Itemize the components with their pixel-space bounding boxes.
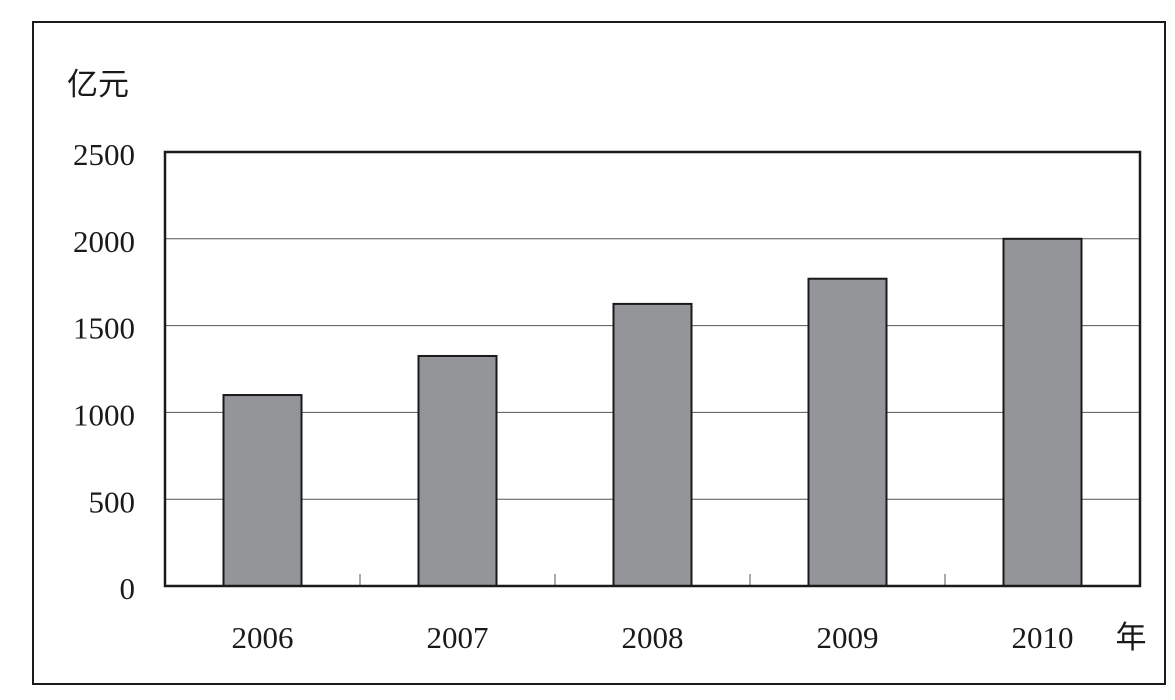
- plot-border: [163, 150, 1142, 588]
- y-tick-label: 2500: [73, 137, 135, 172]
- x-tick-label: 2007: [427, 620, 489, 655]
- y-tick-label: 2000: [73, 224, 135, 259]
- y-tick-label: 1500: [73, 311, 135, 346]
- x-axis-label: 年: [1116, 620, 1147, 655]
- bar: [222, 394, 303, 588]
- y-tick-label: 0: [120, 571, 136, 606]
- y-tick-label: 1000: [73, 398, 135, 433]
- bar: [1002, 237, 1083, 588]
- x-tick-label: 2008: [622, 620, 684, 655]
- bar: [417, 354, 498, 588]
- bar: [612, 302, 693, 587]
- y-axis-label: 亿元: [67, 67, 129, 102]
- bar: [807, 277, 888, 587]
- x-tick-label: 2009: [817, 620, 879, 655]
- x-tick-label: 2006: [232, 620, 294, 655]
- frame: [32, 21, 1166, 685]
- y-tick-label: 500: [89, 484, 136, 519]
- x-tick-label: 2010: [1012, 620, 1074, 655]
